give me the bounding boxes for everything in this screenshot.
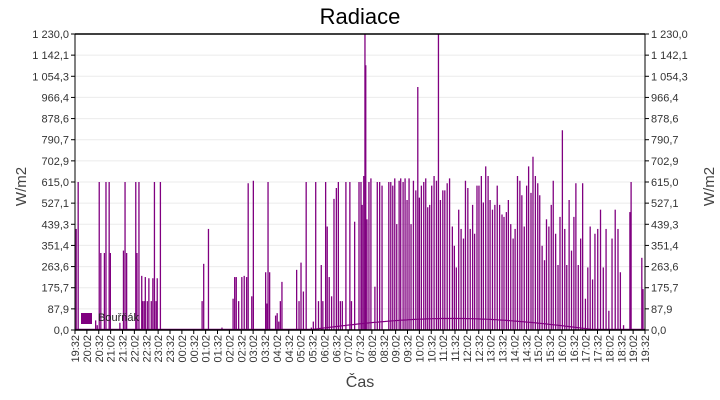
x-tick-label: 19:02 xyxy=(628,335,640,363)
y-tick-label: 0,0 xyxy=(651,325,666,337)
y-tick-label: 1 230,0 xyxy=(32,29,69,41)
y-tick-label: 615,0 xyxy=(41,177,69,189)
x-tick-label: 03:02 xyxy=(248,335,260,363)
y-tick-label: 966,4 xyxy=(41,92,69,104)
x-tick-label: 09:02 xyxy=(391,335,403,363)
y-tick-label: 527,1 xyxy=(41,198,69,210)
x-tick-label: 17:32 xyxy=(593,335,605,363)
x-tick-label: 10:32 xyxy=(426,335,438,363)
x-tick-label: 07:32 xyxy=(355,335,367,363)
x-tick-label: 04:32 xyxy=(284,335,296,363)
y-tick-label: 263,6 xyxy=(651,262,679,274)
x-tick-label: 22:02 xyxy=(129,335,141,363)
x-tick-label: 13:02 xyxy=(486,335,498,363)
y-tick-label: 702,9 xyxy=(651,156,679,168)
x-tick-label: 22:32 xyxy=(141,335,153,363)
y-tick-label: 1 142,1 xyxy=(32,50,69,62)
x-tick-label: 06:32 xyxy=(331,335,343,363)
x-tick-label: 14:32 xyxy=(521,335,533,363)
y-tick-label: 527,1 xyxy=(651,198,679,210)
y-tick-label: 439,3 xyxy=(651,219,679,231)
x-tick-label: 15:02 xyxy=(533,335,545,363)
y-tick-label: 966,4 xyxy=(651,92,679,104)
x-tick-label: 05:02 xyxy=(296,335,308,363)
y-tick-label: 1 054,3 xyxy=(651,71,688,83)
x-tick-label: 21:02 xyxy=(106,335,118,363)
y-tick-label: 878,6 xyxy=(651,114,679,126)
x-tick-label: 07:02 xyxy=(343,335,355,363)
x-tick-label: 23:02 xyxy=(153,335,165,363)
y-tick-label: 878,6 xyxy=(41,114,69,126)
y-tick-label: 175,7 xyxy=(41,283,69,295)
y-axis-label-right: W/m2 xyxy=(701,166,719,207)
y-tick-label: 175,7 xyxy=(651,283,679,295)
x-tick-label: 17:02 xyxy=(581,335,593,363)
x-tick-label: 02:32 xyxy=(236,335,248,363)
x-tick-label: 11:02 xyxy=(438,335,450,362)
legend-swatch xyxy=(81,312,92,324)
x-tick-label: 18:02 xyxy=(604,335,616,363)
x-tick-label: 11:32 xyxy=(450,335,462,362)
x-tick-label: 08:32 xyxy=(379,335,391,363)
x-tick-label: 06:02 xyxy=(319,335,331,363)
y-tick-label: 1 142,1 xyxy=(651,50,688,62)
x-tick-label: 12:02 xyxy=(462,335,474,363)
x-axis: 19:32 20:02 20:32 21:02 21:32 22:02 22:32 23:02… xyxy=(70,330,652,363)
data-series-bourniak xyxy=(75,34,645,330)
y-axis-left: 0,0 87,9 175,7 263,6 351,4 439,3 527,1 615,0 702… xyxy=(32,29,75,337)
y-tick-label: 87,9 xyxy=(48,304,69,316)
x-tick-label: 15:32 xyxy=(545,335,557,363)
y-tick-label: 790,7 xyxy=(41,135,69,147)
legend: Bouřňák xyxy=(81,312,139,324)
x-tick-label: 21:32 xyxy=(118,335,130,363)
y-tick-label: 0,0 xyxy=(54,325,69,337)
x-tick-label: 02:02 xyxy=(224,335,236,363)
x-tick-label: 10:02 xyxy=(414,335,426,363)
x-tick-label: 16:32 xyxy=(569,335,581,363)
x-tick-label: 13:32 xyxy=(498,335,510,363)
chart-title: Radiace xyxy=(319,4,401,29)
x-tick-label: 20:02 xyxy=(82,335,94,363)
x-tick-label: 19:32 xyxy=(70,335,82,363)
y-axis-right: 0,0 87,9 175,7 263,6 351,4 439,3 527,1 615,0 702… xyxy=(645,29,688,337)
x-tick-label: 03:32 xyxy=(260,335,272,363)
x-tick-label: 01:02 xyxy=(201,335,213,363)
y-tick-label: 87,9 xyxy=(651,304,672,316)
x-tick-label: 00:02 xyxy=(177,335,189,363)
x-tick-label: 20:32 xyxy=(94,335,106,363)
x-tick-label: 05:32 xyxy=(308,335,320,363)
y-tick-label: 351,4 xyxy=(651,240,679,252)
x-tick-label: 23:32 xyxy=(165,335,177,363)
y-tick-label: 263,6 xyxy=(41,262,69,274)
x-tick-label: 14:02 xyxy=(509,335,521,363)
x-tick-label: 08:02 xyxy=(367,335,379,363)
x-axis-label: Čas xyxy=(345,374,375,391)
x-tick-label: 19:32 xyxy=(640,335,652,363)
y-tick-label: 615,0 xyxy=(651,177,679,189)
y-tick-label: 702,9 xyxy=(41,156,69,168)
y-tick-label: 790,7 xyxy=(651,135,679,147)
x-tick-label: 12:32 xyxy=(474,335,486,363)
y-axis-label-left: W/m2 xyxy=(13,166,31,207)
x-tick-label: 18:32 xyxy=(616,335,628,363)
x-tick-label: 01:32 xyxy=(213,335,225,363)
y-tick-label: 439,3 xyxy=(41,219,69,231)
x-tick-label: 04:02 xyxy=(272,335,284,363)
x-tick-label: 09:32 xyxy=(403,335,415,363)
legend-label: Bouřňák xyxy=(98,312,139,324)
y-tick-label: 1 054,3 xyxy=(32,71,69,83)
x-tick-label: 00:32 xyxy=(189,335,201,363)
gridlines xyxy=(75,54,645,310)
y-tick-label: 1 230,0 xyxy=(651,29,688,41)
y-tick-label: 351,4 xyxy=(41,240,69,252)
x-tick-label: 16:02 xyxy=(557,335,569,363)
